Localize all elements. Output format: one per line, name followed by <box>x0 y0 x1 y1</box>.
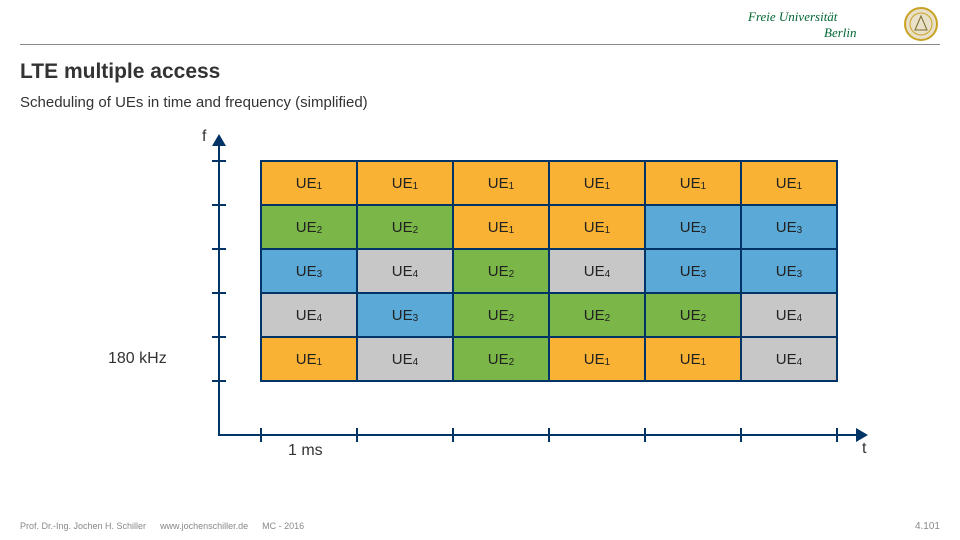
x-tick <box>740 428 742 442</box>
grid-cell: UE2 <box>453 293 549 337</box>
grid-cell: UE3 <box>645 205 741 249</box>
grid-cell: UE1 <box>549 205 645 249</box>
grid-cell: UE1 <box>549 161 645 205</box>
y-tick <box>212 160 226 162</box>
x-tick <box>644 428 646 442</box>
x-tick <box>836 428 838 442</box>
grid-cell: UE4 <box>549 249 645 293</box>
x-tick <box>452 428 454 442</box>
grid-cell: UE3 <box>261 249 357 293</box>
footer-page: 4.101 <box>915 521 940 532</box>
y-axis-line <box>218 142 220 436</box>
footer-author: Prof. Dr.-Ing. Jochen H. Schiller <box>20 521 146 531</box>
x-tick <box>548 428 550 442</box>
grid-cell: UE4 <box>357 337 453 381</box>
x-axis-label: t <box>862 440 866 458</box>
wordmark-svg: Freie Universität Berlin <box>748 7 898 41</box>
page-subtitle: Scheduling of UEs in time and frequency … <box>20 94 368 111</box>
grid-cell: UE1 <box>549 337 645 381</box>
grid-cell: UE3 <box>357 293 453 337</box>
wordmark-line2: Berlin <box>824 25 857 40</box>
grid-cell: UE1 <box>357 161 453 205</box>
grid-cell: UE1 <box>453 161 549 205</box>
footer-course: MC - 2016 <box>262 521 304 531</box>
grid-cell: UE2 <box>645 293 741 337</box>
resource-grid: UE1UE1UE1UE1UE1UE1UE2UE2UE1UE1UE3UE3UE3U… <box>260 160 838 382</box>
grid-cell: UE1 <box>453 205 549 249</box>
grid-cell: UE1 <box>645 337 741 381</box>
y-tick <box>212 204 226 206</box>
grid-cell: UE2 <box>357 205 453 249</box>
x-tick <box>356 428 358 442</box>
grid-cell: UE4 <box>741 293 837 337</box>
grid-cell: UE3 <box>741 205 837 249</box>
grid-cell: UE2 <box>549 293 645 337</box>
row-unit-label: 180 kHz <box>108 350 167 368</box>
grid-cell: UE2 <box>261 205 357 249</box>
grid-cell: UE4 <box>357 249 453 293</box>
grid-cell: UE3 <box>645 249 741 293</box>
grid-cell: UE1 <box>741 161 837 205</box>
x-tick <box>260 428 262 442</box>
scheduling-chart: f t UE1UE1UE1UE1UE1UE1UE2UE2UE1UE1UE3UE3… <box>120 128 900 478</box>
grid-cell: UE4 <box>741 337 837 381</box>
y-axis-label: f <box>202 128 206 146</box>
col-unit-label: 1 ms <box>288 442 323 460</box>
page-title: LTE multiple access <box>20 60 220 84</box>
grid-cell: UE4 <box>261 293 357 337</box>
header-divider <box>20 44 940 45</box>
grid-cell: UE1 <box>645 161 741 205</box>
grid-cell: UE1 <box>261 161 357 205</box>
grid-cell: UE2 <box>453 249 549 293</box>
footer: Prof. Dr.-Ing. Jochen H. Schiller www.jo… <box>20 521 940 532</box>
grid-cell: UE3 <box>741 249 837 293</box>
seal-icon <box>904 7 938 41</box>
footer-url: www.jochenschiller.de <box>160 521 248 531</box>
x-axis-line <box>218 434 858 436</box>
grid-cell: UE2 <box>453 337 549 381</box>
y-tick <box>212 380 226 382</box>
university-logo: Freie Universität Berlin <box>748 6 938 42</box>
grid-cell: UE1 <box>261 337 357 381</box>
wordmark-line1: Freie Universität <box>748 9 838 24</box>
y-tick <box>212 248 226 250</box>
y-tick <box>212 336 226 338</box>
y-tick <box>212 292 226 294</box>
